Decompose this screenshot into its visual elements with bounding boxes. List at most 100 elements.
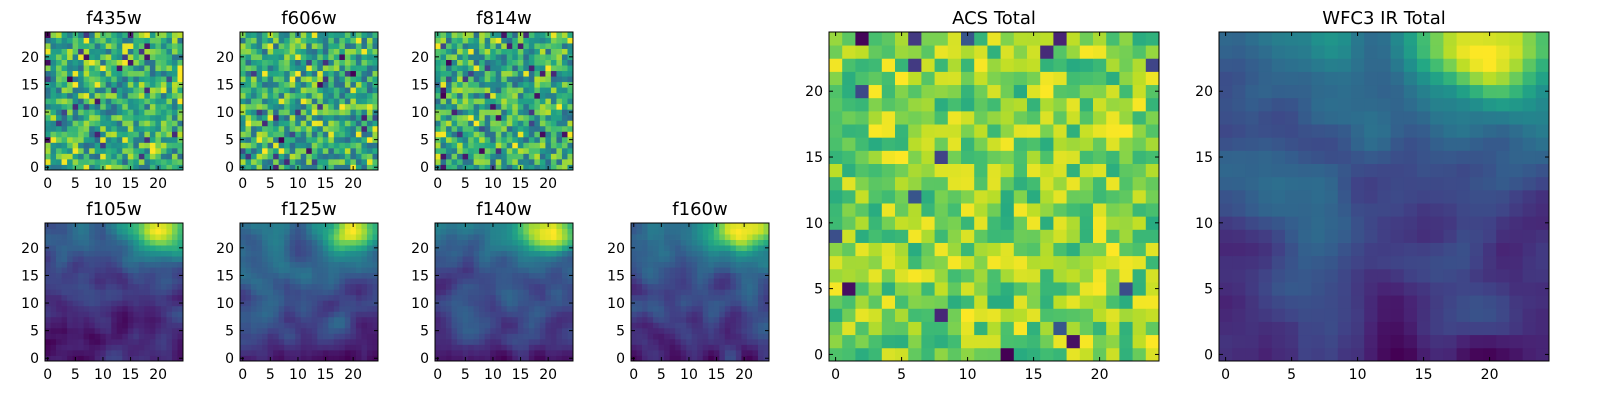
heatmap-cell	[100, 38, 106, 44]
heatmap-cell	[361, 104, 367, 110]
heatmap-cell	[758, 284, 764, 290]
heatmap-cell	[670, 223, 676, 229]
heatmap-cell	[268, 98, 274, 104]
heatmap-cell	[155, 317, 161, 323]
heatmap-cell	[648, 251, 654, 257]
heatmap-cell	[435, 350, 441, 356]
heatmap-cell	[908, 269, 922, 283]
heatmap-cell	[345, 87, 351, 93]
heatmap-cell	[290, 65, 296, 71]
heatmap-cell	[56, 109, 62, 115]
heatmap-cell	[361, 60, 367, 66]
heatmap-cell	[512, 87, 518, 93]
heatmap-cell	[512, 32, 518, 38]
heatmap-cell	[117, 38, 123, 44]
heatmap-cell	[257, 339, 263, 345]
heatmap-cell	[736, 339, 742, 345]
heatmap-cell	[317, 54, 323, 60]
heatmap-cell	[736, 245, 742, 251]
heatmap-cell	[507, 142, 513, 148]
heatmap-cell	[84, 267, 90, 273]
heatmap-cell	[106, 262, 112, 268]
heatmap-cell	[312, 295, 318, 301]
heatmap-cell	[117, 278, 123, 284]
heatmap-cell	[284, 317, 290, 323]
heatmap-cell	[501, 98, 507, 104]
heatmap-cell	[692, 245, 698, 251]
heatmap-cell	[692, 306, 698, 312]
heatmap-cell	[279, 251, 285, 257]
heatmap-cell	[479, 333, 485, 339]
heatmap-cell	[714, 289, 720, 295]
heatmap-cell	[339, 333, 345, 339]
heatmap-cell	[534, 328, 540, 334]
heatmap-cell	[273, 60, 279, 66]
heatmap-cell	[479, 120, 485, 126]
heatmap-cell	[540, 311, 546, 317]
y-tick-label: 10	[21, 296, 39, 312]
heatmap-cell	[642, 229, 648, 235]
heatmap-cell	[551, 256, 557, 262]
heatmap-cell	[1133, 164, 1147, 178]
heatmap-cell	[545, 289, 551, 295]
heatmap-cell	[518, 333, 524, 339]
heatmap-cell	[441, 98, 447, 104]
heatmap-cell	[323, 43, 329, 49]
heatmap-cell	[457, 240, 463, 246]
heatmap-cell	[262, 32, 268, 38]
heatmap-cell	[144, 240, 150, 246]
heatmap-cell	[534, 82, 540, 88]
heatmap-cell	[144, 115, 150, 121]
heatmap-cell	[295, 65, 301, 71]
heatmap-cell	[463, 311, 469, 317]
heatmap-cell	[540, 115, 546, 121]
heatmap-cell	[67, 284, 73, 290]
heatmap-cell	[273, 229, 279, 235]
heatmap-cell	[89, 65, 95, 71]
heatmap-cell	[317, 131, 323, 137]
heatmap-cell	[758, 328, 764, 334]
heatmap-cell	[758, 339, 764, 345]
heatmap-cell	[452, 49, 458, 55]
heatmap-cell	[240, 240, 246, 246]
heatmap-cell	[95, 311, 101, 317]
heatmap-cell	[692, 278, 698, 284]
heatmap-cell	[100, 109, 106, 115]
heatmap-cell	[279, 278, 285, 284]
heatmap-cell	[150, 322, 156, 328]
heatmap-cell	[562, 126, 568, 132]
heatmap-cell	[1067, 282, 1081, 296]
heatmap-cell	[150, 339, 156, 345]
heatmap-cell	[172, 273, 178, 279]
heatmap-cell	[122, 98, 128, 104]
heatmap-cell	[361, 251, 367, 257]
heatmap-cell	[328, 82, 334, 88]
heatmap-cell	[367, 278, 373, 284]
heatmap-cell	[45, 153, 51, 159]
heatmap-cell	[523, 82, 529, 88]
heatmap-cell	[106, 289, 112, 295]
heatmap-cell	[73, 317, 79, 323]
heatmap-cell	[948, 216, 962, 230]
heatmap-cell	[328, 43, 334, 49]
heatmap-cell	[284, 49, 290, 55]
heatmap-cell	[284, 234, 290, 240]
heatmap-cell	[736, 328, 742, 334]
heatmap-cell	[62, 38, 68, 44]
heatmap-cell	[133, 273, 139, 279]
heatmap-cell	[664, 344, 670, 350]
heatmap-cell	[664, 273, 670, 279]
heatmap-cell	[144, 300, 150, 306]
heatmap-cell	[122, 109, 128, 115]
heatmap-cell	[961, 308, 975, 322]
heatmap-cell	[659, 322, 665, 328]
heatmap-cell	[1027, 216, 1041, 230]
heatmap-cell	[106, 328, 112, 334]
heatmap-cell	[122, 137, 128, 143]
heatmap-cell	[334, 256, 340, 262]
heatmap-cell	[752, 267, 758, 273]
heatmap-cell	[251, 245, 257, 251]
heatmap-cell	[345, 131, 351, 137]
heatmap-cell	[747, 273, 753, 279]
heatmap-cell	[356, 295, 362, 301]
